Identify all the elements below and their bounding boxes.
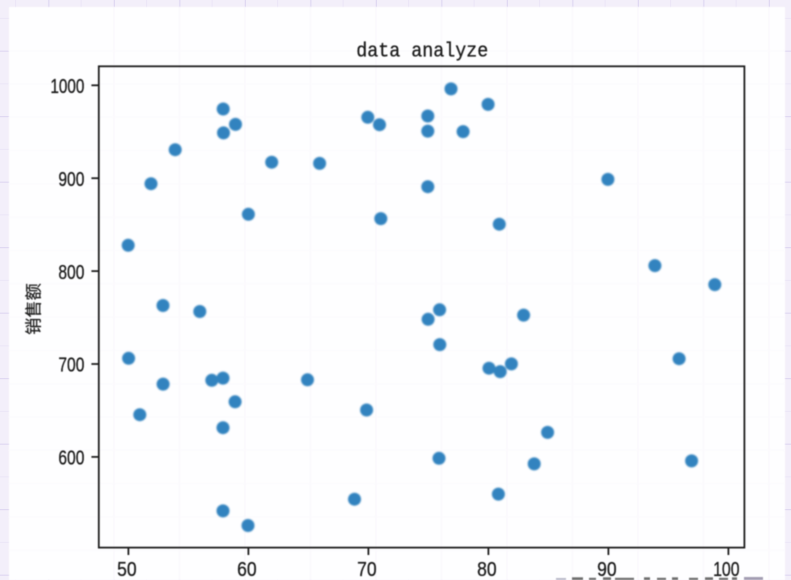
svg-text:60: 60 — [237, 559, 257, 580]
svg-text:90: 90 — [597, 559, 617, 580]
svg-text:100: 100 — [713, 559, 739, 580]
svg-text:70: 70 — [357, 559, 377, 580]
svg-text:800: 800 — [58, 262, 84, 284]
svg-text:600: 600 — [58, 448, 84, 470]
svg-text:50: 50 — [117, 559, 137, 580]
svg-text:900: 900 — [58, 169, 84, 191]
svg-text:data analyze: data analyze — [356, 41, 488, 64]
svg-text:80: 80 — [477, 559, 497, 580]
svg-text:1000: 1000 — [50, 76, 84, 98]
svg-text:700: 700 — [58, 355, 84, 377]
